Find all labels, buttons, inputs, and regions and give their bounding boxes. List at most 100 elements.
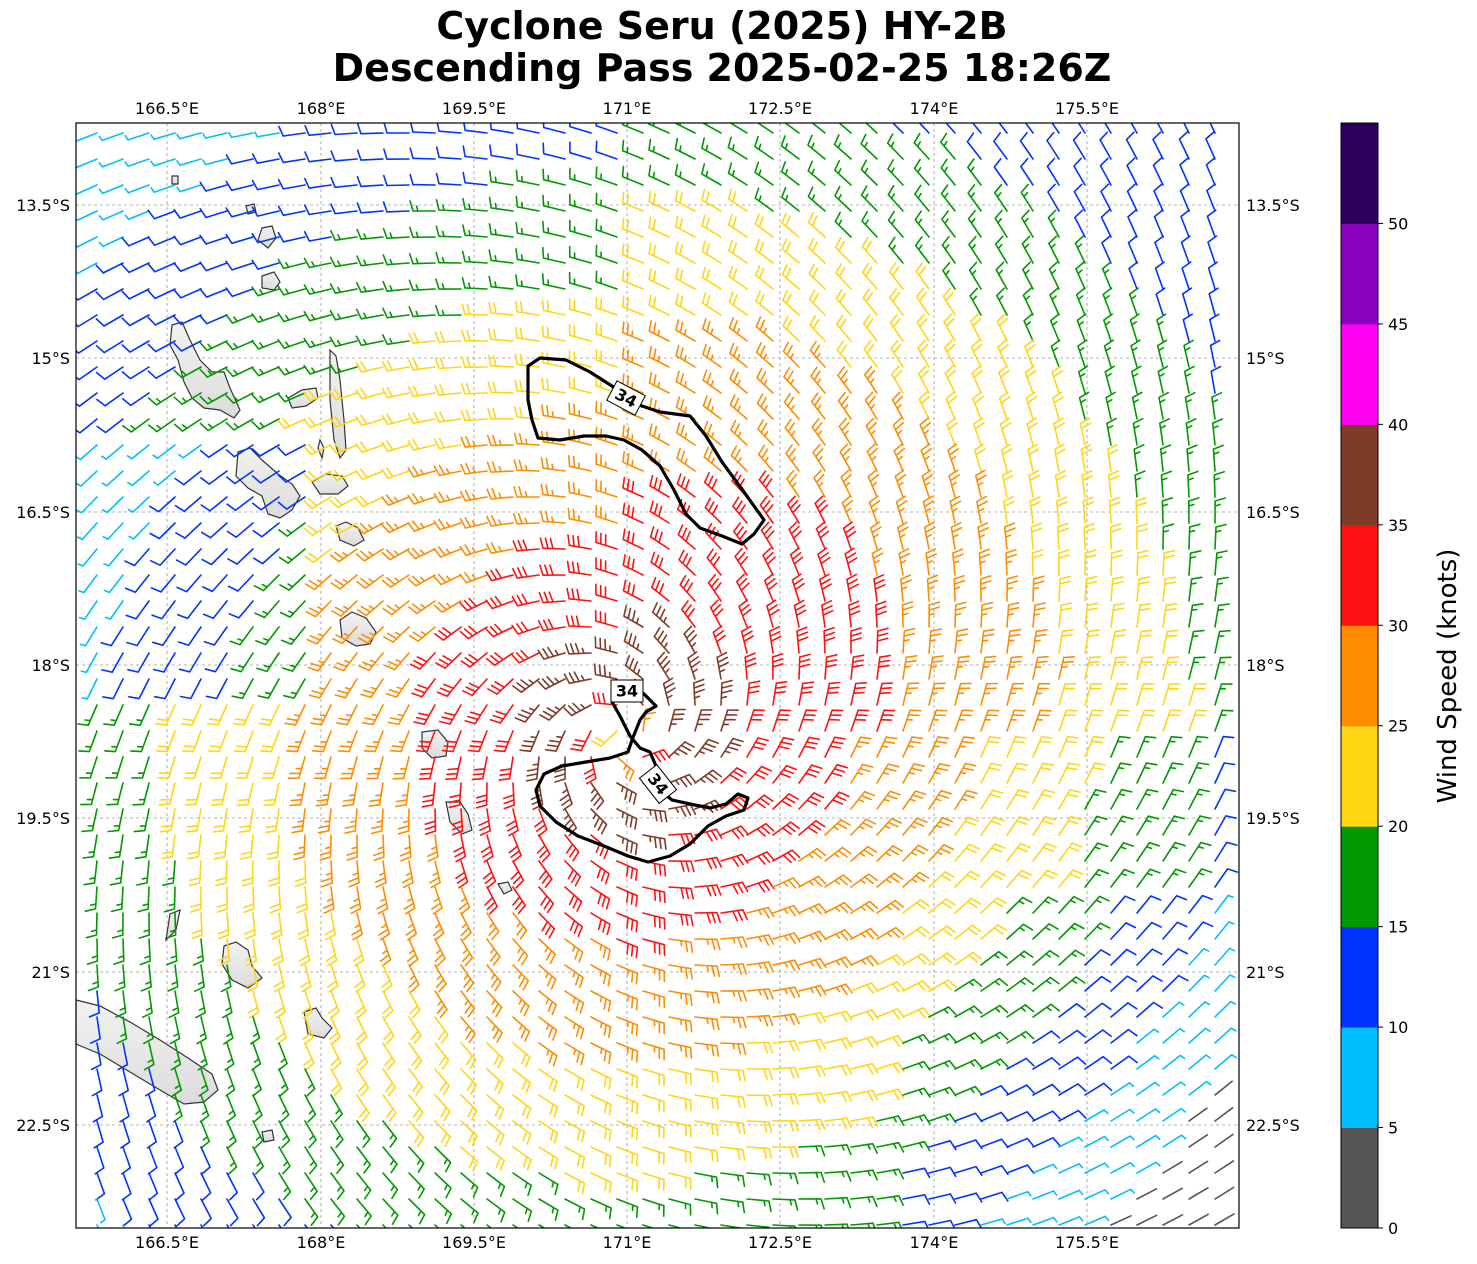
wind-barb: [156, 730, 176, 753]
wind-barb: [1110, 922, 1137, 940]
wind-barb: [511, 649, 540, 664]
wind-barb: [674, 241, 696, 264]
wind-barb: [763, 573, 778, 602]
wind-barb: [538, 990, 557, 1016]
wind-barb: [540, 457, 566, 472]
wind-barb: [1006, 923, 1034, 940]
colorbar-segment: [1341, 1127, 1378, 1229]
wind-barb: [284, 704, 306, 726]
wind-barb: [867, 469, 880, 498]
wind-barb: [928, 1006, 957, 1018]
wind-barb: [1136, 762, 1158, 784]
island-lifou: [221, 941, 263, 989]
wind-barb: [871, 547, 884, 576]
wind-barb: [1162, 709, 1182, 732]
colorbar-segment: [1341, 725, 1378, 827]
wind-barb: [460, 938, 474, 967]
wind-barb: [486, 1094, 505, 1120]
wind-barb: [868, 495, 881, 524]
wind-barb: [677, 524, 696, 550]
wind-barb: [147, 236, 176, 247]
wind-barb: [642, 1094, 665, 1113]
wind-barb: [178, 444, 202, 459]
wind-barb: [1214, 550, 1228, 576]
wind-barb: [542, 194, 566, 212]
wind-barb: [772, 986, 801, 999]
wind-barb: [1110, 1002, 1138, 1018]
wind-barb: [1084, 815, 1108, 836]
wind-barb: [1024, 365, 1037, 394]
wind-barb: [701, 292, 722, 316]
wind-barb: [1110, 735, 1131, 758]
wind-barb: [538, 912, 556, 939]
wind-barb: [668, 1068, 692, 1085]
wind-barb: [515, 221, 540, 238]
wind-barb: [355, 548, 384, 562]
wind-barb: [876, 763, 900, 784]
wind-barb: [1006, 1111, 1035, 1122]
wind-barb: [264, 808, 280, 834]
wind-barb: [434, 1120, 451, 1147]
wind-barb: [215, 860, 228, 887]
wind-barb: [475, 782, 488, 809]
wind-barb: [590, 1198, 612, 1220]
wind-barb: [1026, 417, 1039, 446]
wind-barb: [746, 1068, 773, 1080]
wind-barb: [1188, 497, 1200, 524]
wind-barb: [754, 187, 774, 212]
wind-barb: [89, 1016, 101, 1044]
wind-barb: [621, 191, 644, 212]
wind-barb: [512, 1146, 532, 1171]
wind-barb: [1162, 841, 1186, 862]
wind-barb: [902, 1220, 929, 1228]
wind-barb: [482, 860, 497, 889]
wind-barb: [486, 1224, 493, 1228]
wind-barb: [954, 709, 974, 732]
wind-barb: [642, 1198, 665, 1217]
wind-barb: [875, 600, 887, 628]
wind-barb: [1032, 1083, 1061, 1096]
wind-barb: [694, 769, 722, 784]
wind-barb: [293, 834, 306, 861]
wind-barb: [188, 860, 202, 887]
wind-barb: [730, 445, 748, 472]
wind-barb: [902, 871, 930, 888]
wind-barb: [1006, 682, 1025, 706]
wind-barb: [382, 600, 410, 616]
wind-barb: [407, 412, 436, 424]
wind-barb: [448, 782, 462, 809]
wind-barb: [381, 467, 410, 479]
wind-barb: [1206, 183, 1216, 212]
wind-barb: [433, 600, 462, 613]
wind-barb: [445, 756, 462, 781]
wind-barb: [824, 681, 841, 706]
wind-barb: [1110, 683, 1129, 706]
wind-barb: [408, 358, 436, 371]
wind-barb: [807, 134, 826, 160]
wind-barb: [913, 132, 930, 160]
wind-barb: [1032, 655, 1049, 680]
wind-barb: [569, 141, 592, 160]
wind-barb: [616, 1146, 639, 1167]
wind-barb: [225, 207, 254, 218]
wind-barb: [329, 283, 358, 294]
wind-barb: [902, 709, 922, 732]
wind-barb: [515, 195, 540, 212]
wind-barb: [824, 819, 851, 836]
wind-barb: [1209, 313, 1220, 342]
wind-barb: [508, 834, 522, 863]
wind-barb: [1006, 816, 1031, 836]
wind-barb: [590, 1172, 612, 1194]
wind-barb: [954, 1192, 983, 1203]
wind-barb: [286, 730, 306, 753]
wind-barb: [170, 1042, 182, 1071]
wind-barb: [411, 678, 436, 698]
wind-barb: [1110, 1055, 1138, 1070]
wind-barb: [1053, 417, 1065, 446]
wind-barb: [1188, 1160, 1209, 1174]
wind-barb: [1214, 1133, 1234, 1148]
wind-barb: [922, 495, 935, 524]
wind-barb: [928, 898, 956, 914]
wind-barb: [674, 215, 696, 238]
wind-barb: [538, 860, 553, 888]
